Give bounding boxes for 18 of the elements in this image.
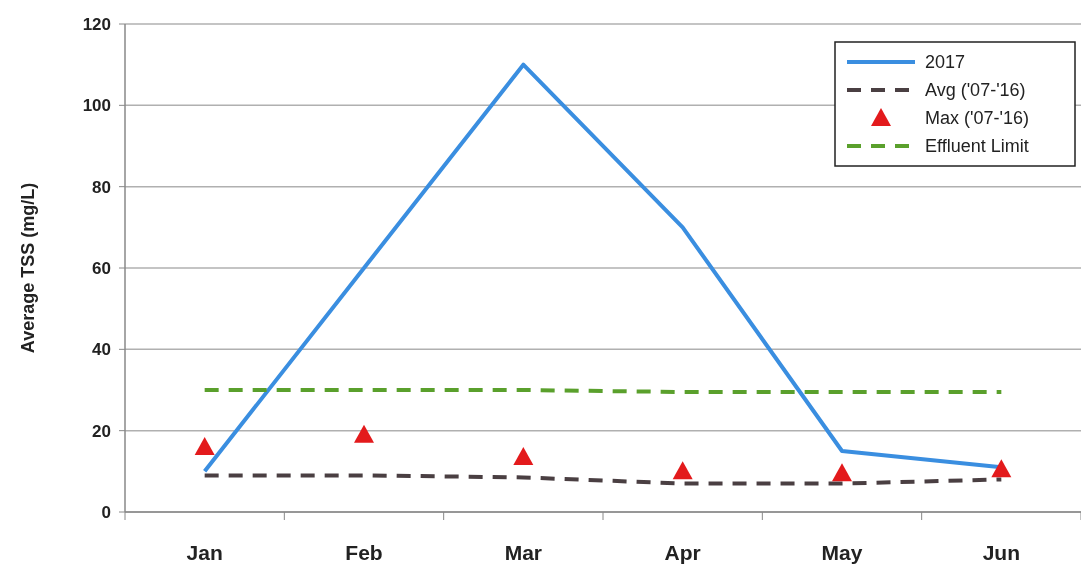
legend-label: Effluent Limit: [925, 136, 1029, 157]
x-tick-label: Apr: [664, 541, 701, 564]
legend-label: Avg ('07-'16): [925, 80, 1026, 101]
y-tick-label: 0: [101, 502, 111, 522]
x-tick-label: Mar: [504, 541, 543, 564]
x-tick-label: Feb: [345, 541, 383, 564]
y-tick-label: 60: [92, 258, 111, 278]
y-tick-label: 40: [92, 340, 111, 360]
x-tick-label: Jun: [982, 541, 1021, 564]
legend-label: Max ('07-'16): [925, 108, 1029, 129]
x-tick-label: Jan: [186, 541, 223, 564]
y-tick-label: 100: [82, 96, 111, 116]
x-tick-label: May: [821, 541, 863, 564]
y-axis-title: Average TSS (mg/L): [18, 182, 38, 354]
y-tick-label: 20: [92, 421, 111, 441]
legend-label: 2017: [925, 52, 966, 73]
y-tick-label: 120: [82, 14, 111, 34]
y-tick-label: 80: [92, 177, 111, 197]
